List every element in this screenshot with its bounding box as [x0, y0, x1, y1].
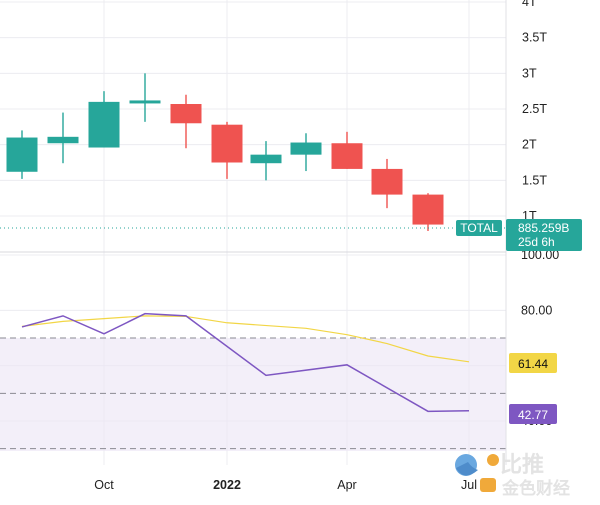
- candle-body-2021-12: [170, 104, 202, 124]
- y-tick-price-5: 1.5T: [522, 173, 547, 187]
- candle-body-2021-11: [129, 100, 161, 104]
- candle-body-2022-06: [412, 194, 444, 225]
- price-pane: [0, 73, 506, 231]
- y-tick-price-0: 4T: [522, 0, 537, 9]
- countdown-label: 25d 6h: [518, 235, 555, 249]
- y-tick-rsi-0: 100.00: [521, 248, 559, 262]
- x-tick-1: 2022: [213, 478, 241, 492]
- y-tick-price-2: 3T: [522, 66, 537, 80]
- rsi-ma-value: 61.44: [518, 357, 548, 371]
- candle-body-2022-03: [290, 142, 322, 155]
- rsi-ma-line: [21, 315, 470, 363]
- x-axis: Oct 2022 Apr Jul: [94, 478, 477, 492]
- y-tick-price-1: 3.5T: [522, 31, 547, 45]
- x-tick-0: Oct: [94, 478, 114, 492]
- watermark-subtext: 金色财经: [501, 478, 570, 499]
- candle-body-2021-08: [6, 137, 38, 172]
- x-tick-2: Apr: [337, 478, 356, 492]
- y-tick-rsi-1: 80.00: [521, 303, 552, 317]
- candle-body-2022-04: [331, 143, 363, 169]
- rsi-ma-tag: [509, 353, 557, 373]
- x-tick-3: Jul: [461, 478, 477, 492]
- candle-body-2022-01: [211, 124, 243, 163]
- watermark-text: 比推: [500, 453, 544, 478]
- last-price-label: 885.259B: [518, 221, 569, 235]
- candle-body-2021-09: [47, 136, 79, 144]
- candle-body-2022-05: [371, 168, 403, 195]
- last-price-tag: [506, 219, 582, 251]
- y-tick-price-4: 2T: [522, 138, 537, 152]
- series-name-label: TOTAL: [460, 221, 498, 235]
- rsi-pane: [0, 312, 506, 450]
- rsi-line: [21, 312, 470, 413]
- rsi-value: 42.77: [518, 408, 548, 422]
- candle-body-2021-10: [88, 101, 120, 148]
- rsi-band: [0, 338, 506, 451]
- watermark-logo: 比推 金色财经: [455, 453, 570, 499]
- y-tick-price-3: 2.5T: [522, 102, 547, 116]
- rsi-tag: [509, 404, 557, 424]
- candle-body-2022-02: [250, 154, 282, 164]
- series-name-tag: [456, 220, 502, 236]
